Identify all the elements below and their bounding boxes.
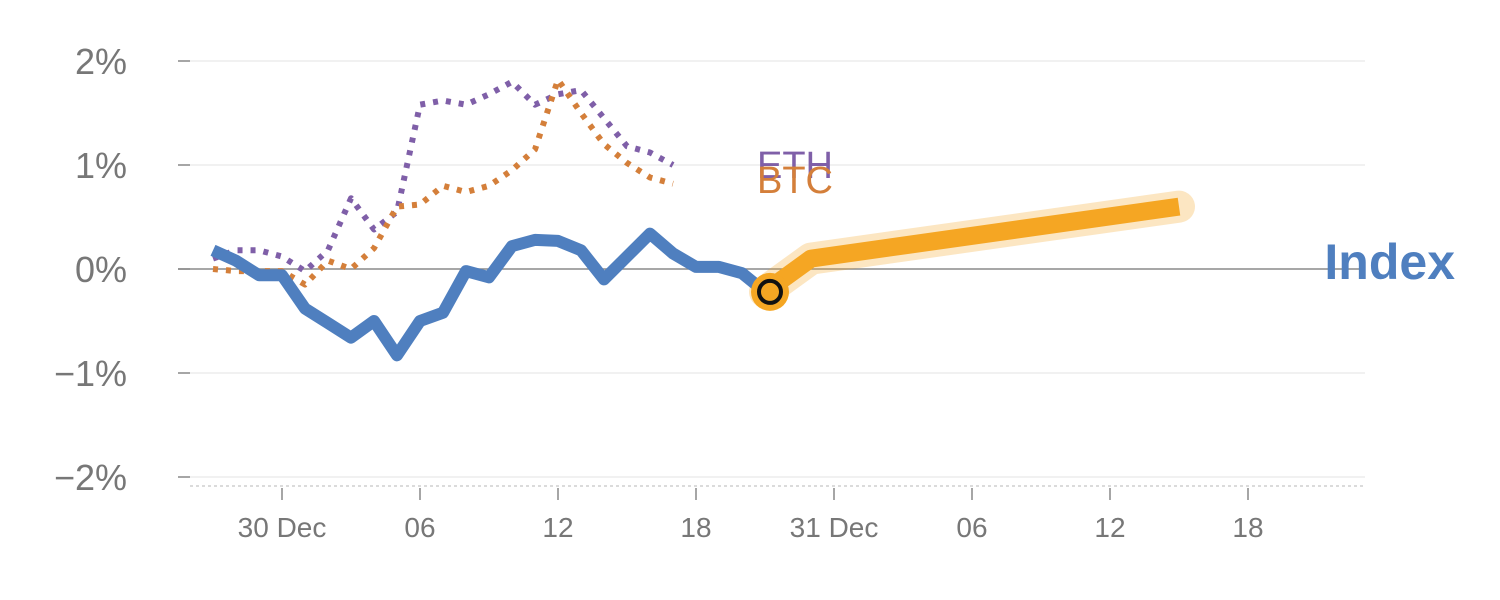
marker-outer	[751, 272, 789, 311]
series-line-index	[210, 227, 769, 362]
y-tick-label: −1%	[54, 353, 127, 394]
x-tick-label: 18	[1232, 512, 1263, 543]
x-tick-label: 06	[404, 512, 435, 543]
x-tick-label: 31 Dec	[790, 512, 879, 543]
series-layer	[210, 76, 1195, 362]
series-label-index: Index	[1324, 234, 1455, 290]
series-line-btc	[212, 76, 674, 288]
series-label-eth: ETH	[757, 145, 833, 187]
x-tick-label: 12	[542, 512, 573, 543]
x-tick-label: 12	[1094, 512, 1125, 543]
y-tick-label: −2%	[54, 457, 127, 498]
marker-ring	[757, 278, 783, 305]
grid-layer	[178, 60, 1365, 478]
axis-layer: 2% 1% 0% −1% −2% 30 Dec 06 12 18 31 Dec 06 12 18	[54, 41, 1365, 543]
y-tick-label: 1%	[75, 145, 127, 186]
x-tick-label: 18	[680, 512, 711, 543]
y-tick-label: 2%	[75, 41, 127, 82]
y-tick-label: 0%	[75, 249, 127, 290]
series-line-eth	[211, 78, 675, 275]
series-label-btc: BTC	[757, 160, 833, 202]
x-tick-label: 06	[956, 512, 987, 543]
x-tick-label: 30 Dec	[238, 512, 327, 543]
